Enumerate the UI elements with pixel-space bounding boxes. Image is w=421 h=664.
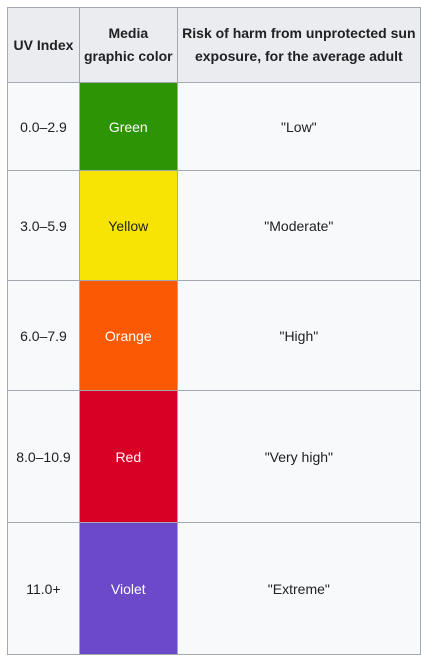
uv-index-table: UV Index Media graphic color Risk of har… — [7, 7, 421, 655]
header-risk: Risk of harm from unprotected sun exposu… — [176, 7, 421, 83]
uv-range-cell: 11.0+ — [7, 522, 80, 655]
risk-cell: "Extreme" — [176, 522, 421, 655]
uv-range-cell: 8.0–10.9 — [7, 390, 80, 523]
uv-range-cell: 3.0–5.9 — [7, 170, 80, 281]
header-uv-index: UV Index — [7, 7, 80, 83]
color-swatch-cell: Violet — [78, 522, 178, 655]
table-row: 6.0–7.9 Orange "High" — [7, 280, 421, 391]
risk-cell: "High" — [176, 280, 421, 391]
uv-range-cell: 0.0–2.9 — [7, 82, 80, 171]
risk-cell: "Moderate" — [176, 170, 421, 281]
table-row: 8.0–10.9 Red "Very high" — [7, 390, 421, 523]
risk-cell: "Low" — [176, 82, 421, 171]
table-row: 3.0–5.9 Yellow "Moderate" — [7, 170, 421, 281]
table-row: 11.0+ Violet "Extreme" — [7, 522, 421, 655]
color-swatch-cell: Red — [78, 390, 178, 523]
color-swatch-cell: Yellow — [78, 170, 178, 281]
header-media-color: Media graphic color — [78, 7, 178, 83]
table-row: 0.0–2.9 Green "Low" — [7, 82, 421, 171]
color-swatch-cell: Orange — [78, 280, 178, 391]
color-swatch-cell: Green — [78, 82, 178, 171]
uv-range-cell: 6.0–7.9 — [7, 280, 80, 391]
table-header-row: UV Index Media graphic color Risk of har… — [7, 7, 421, 83]
risk-cell: "Very high" — [176, 390, 421, 523]
